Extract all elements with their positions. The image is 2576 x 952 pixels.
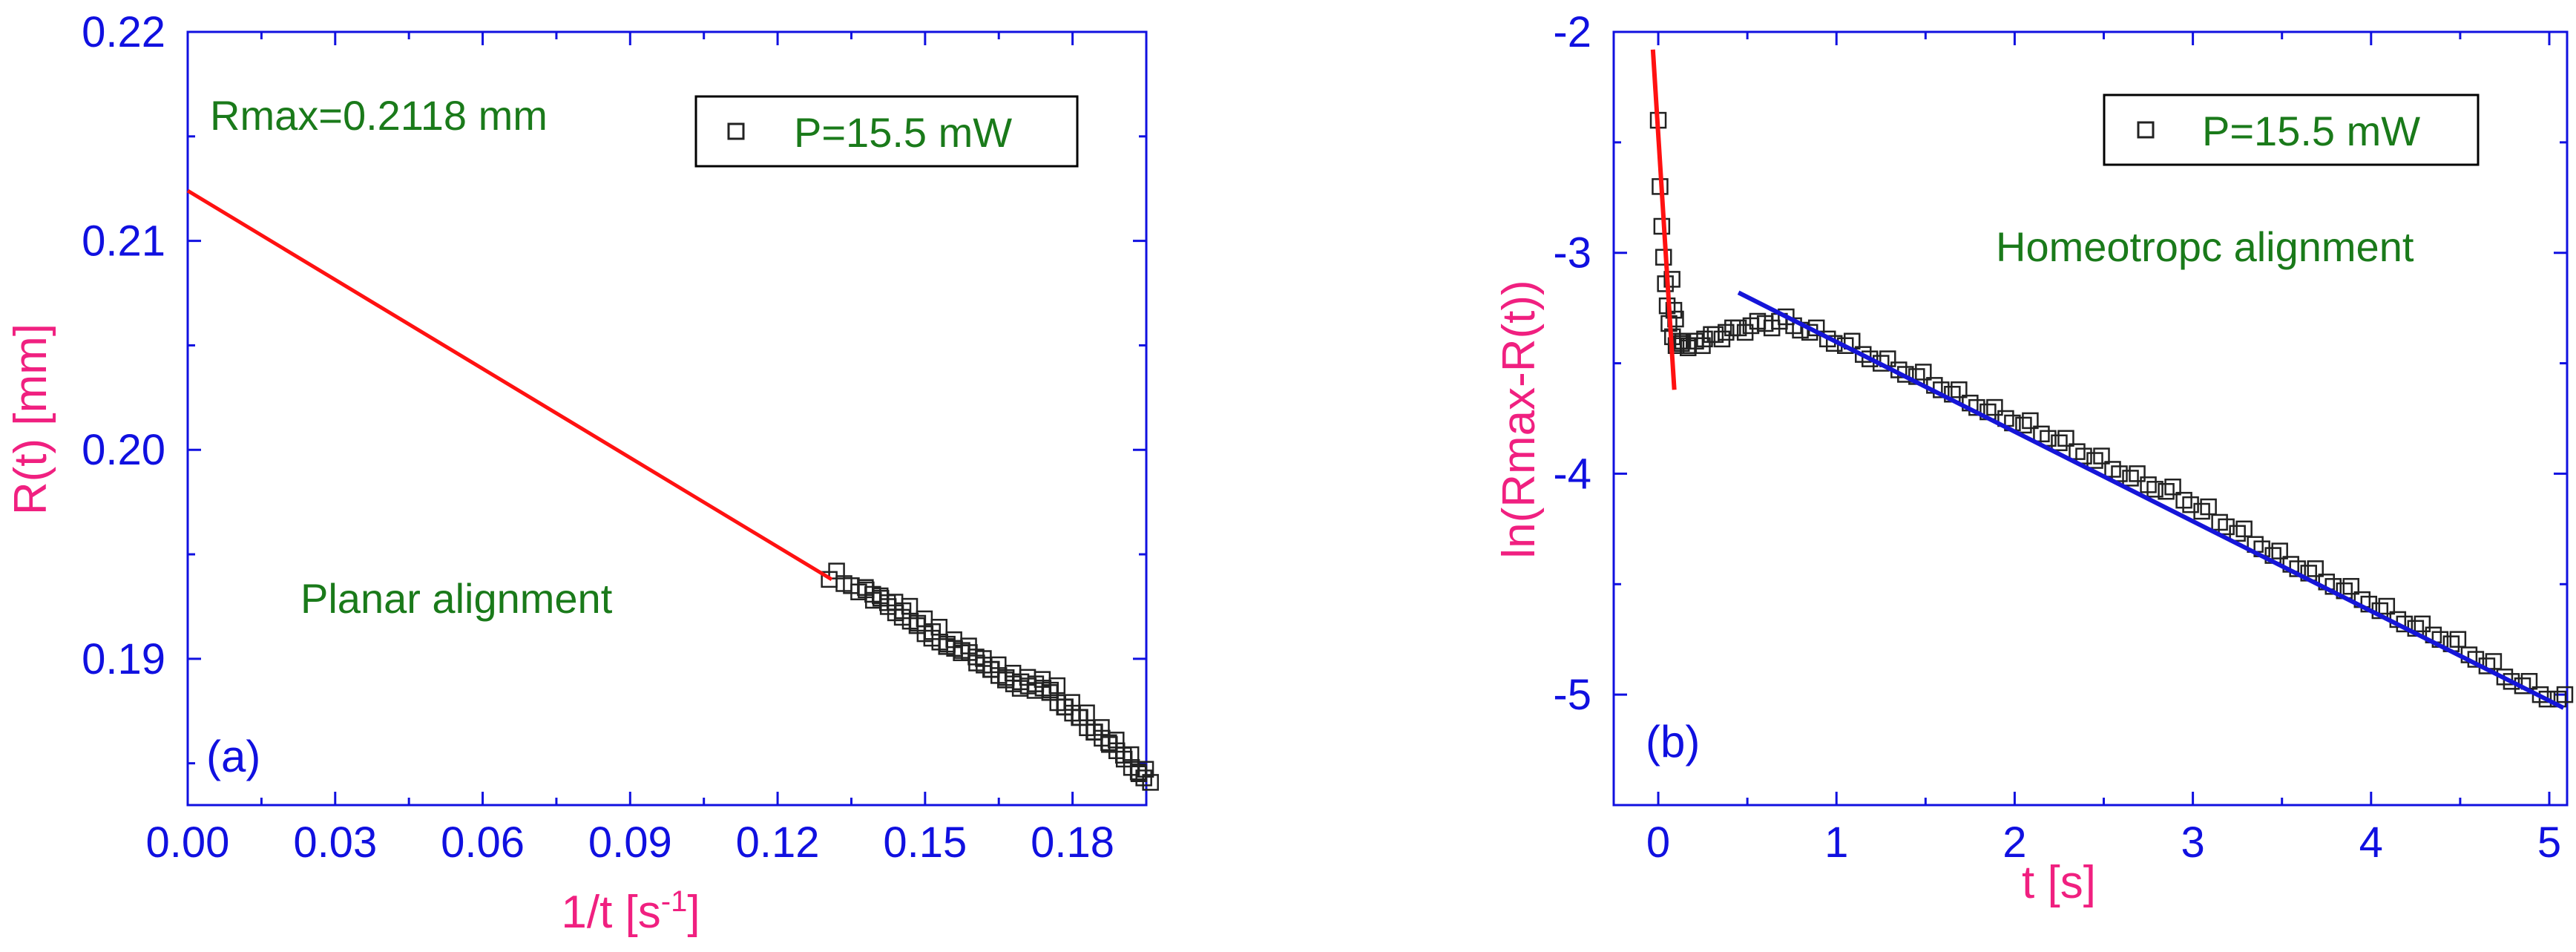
panel-b-data-point xyxy=(2556,686,2574,703)
panel-b-x-tick-label: 4 xyxy=(2359,818,2383,867)
panel-a-x-tick-labels: 0.00 0.03 0.06 0.09 0.12 0.15 0.18 xyxy=(146,818,1115,867)
panel-b-data-point xyxy=(2075,447,2092,464)
panel-b-y-tick-label: -4 xyxy=(1553,450,1591,498)
panel-a-y-tick-label: 0.20 xyxy=(82,426,165,474)
panel-b-data-point xyxy=(2200,498,2217,516)
panel-b-data-point xyxy=(2040,430,2057,447)
panel-a-x-axis-title-sup: -1 xyxy=(661,885,688,918)
panel-b-plot-frame xyxy=(1612,30,2569,807)
panel-b-y-tick-label: -3 xyxy=(1553,229,1591,278)
panel-a-legend-marker xyxy=(727,122,745,140)
panel-b-data-point xyxy=(1915,364,1932,381)
panel-b-x-axis-title: t [s] xyxy=(2022,857,2096,908)
panel-b-y-tick-label: -2 xyxy=(1553,8,1591,56)
panel-a-fit-line xyxy=(186,188,833,581)
panel-b-alignment-annotation: Homeotropc alignment xyxy=(1996,223,2414,270)
panel-b-data-point xyxy=(2342,577,2360,595)
panel-a-x-tick-label: 0.18 xyxy=(1031,818,1114,867)
panel-a-x-axis-title: 1/t [s-1] xyxy=(561,885,700,938)
panel-a-data-point xyxy=(1142,774,1159,791)
panel-a-x-ticks xyxy=(186,32,1148,805)
panel-b-x-tick-labels: 0 1 2 3 4 5 xyxy=(1646,818,2561,867)
panel-a-y-tick-label: 0.19 xyxy=(82,635,165,683)
panel-b-data-point xyxy=(2164,478,2181,496)
panel-b-legend-label: P=15.5 mW xyxy=(2202,108,2420,154)
panel-b-data-point xyxy=(2538,690,2556,708)
panel-a-x-tick-label: 0.09 xyxy=(588,818,672,867)
panel-a-y-axis-title: R(t) [mm] xyxy=(5,324,56,515)
panel-a-data-point xyxy=(1048,677,1066,695)
panel-b-data-point xyxy=(1951,381,1968,398)
panel-b-data-point xyxy=(2449,631,2467,648)
panel-a-data-point xyxy=(1122,746,1140,764)
panel-b-x-ticks xyxy=(1657,32,2551,805)
panel-b-data-point xyxy=(2111,465,2128,482)
panel-b-data-point xyxy=(2378,597,2396,615)
panel-a-y-tick-label: 0.21 xyxy=(82,217,165,266)
panel-a-x-tick-label: 0.03 xyxy=(293,818,377,867)
panel-a-data-point xyxy=(1137,761,1154,778)
panel-a-x-tick-label: 0.15 xyxy=(883,818,967,867)
panel-b-data-point xyxy=(2485,653,2503,670)
panel-a-rmax-annotation: Rmax=0.2118 mm xyxy=(210,92,548,139)
panel-b-data-point xyxy=(2235,520,2253,538)
panel-b-data-point xyxy=(2271,542,2288,559)
panel-b-legend-marker xyxy=(2137,121,2155,139)
panel-a-legend: P=15.5 mW xyxy=(694,95,1079,168)
panel-a-alignment-annotation: Planar alignment xyxy=(300,575,613,622)
panel-a-legend-label: P=15.5 mW xyxy=(794,109,1012,156)
panel-b-data-point xyxy=(2057,430,2074,447)
panel-b-panel-label: (b) xyxy=(1646,717,1700,766)
panel-b-data-point xyxy=(2414,615,2431,633)
panel-b-y-axis-title: ln(Rmax-R(t)) xyxy=(1494,280,1545,558)
panel-b-x-tick-label: 2 xyxy=(2002,818,2026,867)
panel-a-x-tick-label: 0.12 xyxy=(736,818,820,867)
panel-b-markers xyxy=(1649,111,2574,708)
panel-b: 0 1 2 3 4 5 -2 -3 -4 -5 t [s] ln(Rmax-R(… xyxy=(1494,8,2574,908)
panel-b-legend-box xyxy=(2103,93,2480,166)
panel-b-y-tick-label: -5 xyxy=(1553,671,1591,719)
panel-b-fit-line-red xyxy=(1650,49,1677,390)
panel-a: 0.00 0.03 0.06 0.09 0.12 0.15 0.18 0.19 … xyxy=(5,8,1159,938)
panel-a-plot-frame xyxy=(186,30,1148,807)
panel-b-legend: P=15.5 mW xyxy=(2103,93,2480,166)
panel-b-data-point xyxy=(2129,465,2146,482)
panel-a-legend-box xyxy=(694,95,1079,168)
panel-b-y-tick-labels: -2 -3 -4 -5 xyxy=(1553,8,1591,719)
panel-b-data-point xyxy=(2307,560,2324,577)
panel-a-markers xyxy=(821,562,1159,791)
panel-a-x-tick-label: 0.06 xyxy=(441,818,525,867)
panel-b-x-tick-label: 1 xyxy=(1824,818,1848,867)
panel-b-data-point xyxy=(2022,412,2039,430)
panel-b-data-point xyxy=(2503,673,2520,690)
panel-b-fit-line-blue xyxy=(1737,290,2565,710)
panel-b-data-point xyxy=(2093,447,2110,464)
panel-b-data-point xyxy=(1986,398,2003,416)
panel-a-y-ticks xyxy=(188,30,1146,765)
panel-b-x-tick-label: 5 xyxy=(2537,818,2561,867)
panel-b-x-tick-label: 0 xyxy=(1646,818,1670,867)
panel-a-panel-label: (a) xyxy=(206,732,260,781)
panel-b-data-point xyxy=(1862,350,1879,367)
panel-b-data-point xyxy=(1665,301,1683,319)
panel-a-x-tick-label: 0.00 xyxy=(146,818,230,867)
panel-b-x-tick-label: 3 xyxy=(2181,818,2204,867)
panel-b-data-point xyxy=(2146,481,2163,498)
panel-a-y-tick-label: 0.22 xyxy=(82,8,165,56)
panel-b-data-point xyxy=(1663,271,1680,288)
panel-a-y-tick-labels: 0.19 0.20 0.21 0.22 xyxy=(82,8,165,683)
